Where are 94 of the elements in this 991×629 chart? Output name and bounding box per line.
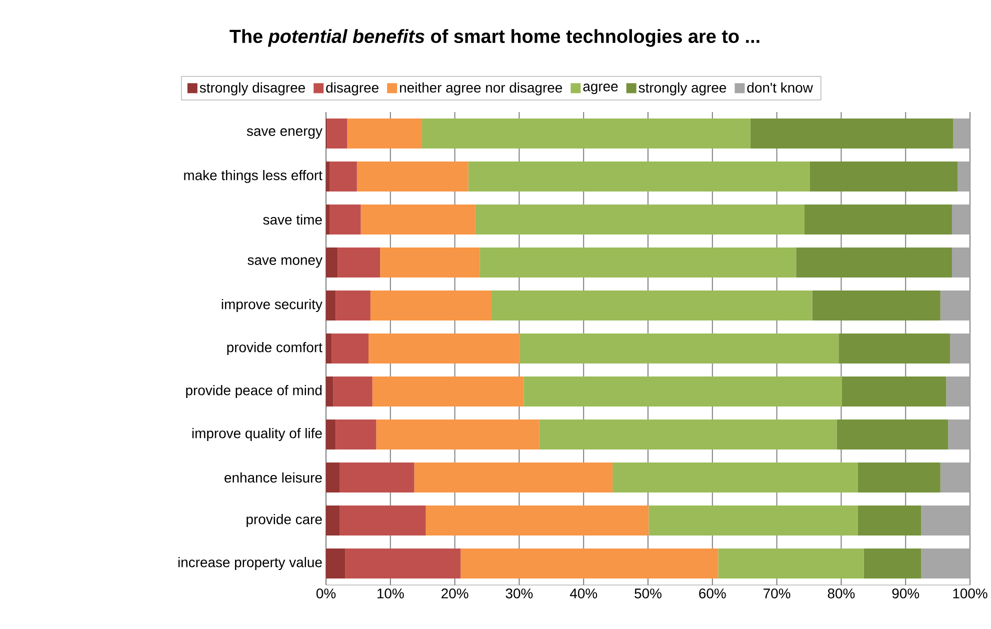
- bar: [380, 248, 480, 278]
- x-tick-label: 0%: [316, 588, 336, 598]
- bar: [426, 506, 649, 536]
- y-tick-label: improve quality of life: [192, 428, 322, 441]
- bar: [921, 548, 970, 579]
- bar: [326, 462, 340, 493]
- bar: [796, 248, 952, 278]
- bar: [952, 248, 970, 278]
- bar: [810, 162, 958, 192]
- y-tick-label: save energy: [246, 128, 322, 139]
- bar: [340, 462, 414, 493]
- bar: [372, 376, 524, 407]
- bar: [953, 118, 970, 148]
- x-tick-label: 80%: [828, 588, 855, 598]
- bar: [326, 162, 330, 192]
- y-tick-label: provide peace of mind: [186, 385, 322, 398]
- legend-label: don't know: [747, 82, 813, 93]
- y-tick-label: provide comfort: [227, 342, 322, 355]
- bar: [812, 290, 940, 321]
- bar: [326, 420, 336, 450]
- bar: [952, 204, 970, 235]
- bar: [330, 162, 357, 192]
- bar: [326, 334, 332, 364]
- bar: [492, 290, 812, 321]
- bar: [648, 506, 858, 536]
- bar: [612, 462, 858, 493]
- y-tick-label: enhance leisure: [224, 472, 322, 483]
- bar: [370, 290, 492, 321]
- x-tick-label: 40%: [570, 588, 598, 598]
- bar: [958, 162, 970, 192]
- bar: [333, 376, 372, 407]
- legend-label: disagree: [326, 82, 378, 96]
- x-tick-label: 100%: [953, 588, 988, 598]
- bar: [948, 420, 970, 450]
- y-tick-label: make things less effort: [184, 170, 322, 183]
- x-tick-label: 10%: [378, 588, 404, 598]
- bar: [338, 248, 380, 278]
- y-tick-label: improve security: [222, 299, 322, 312]
- bar: [340, 506, 426, 536]
- bar: [946, 376, 970, 407]
- bar: [858, 506, 922, 536]
- bar: [326, 204, 330, 235]
- bar: [422, 118, 750, 148]
- bar: [460, 548, 718, 579]
- bar: [539, 420, 837, 450]
- y-tick-label: increase property value: [178, 557, 322, 570]
- legend-label: strongly disagree: [200, 82, 305, 96]
- bar: [475, 204, 804, 235]
- bar: [950, 334, 970, 364]
- bar: [376, 420, 540, 450]
- bar: [520, 334, 839, 364]
- bar: [842, 376, 946, 407]
- x-tick-label: 90%: [892, 588, 920, 598]
- bar: [336, 290, 370, 321]
- bar: [326, 506, 340, 536]
- bar: [750, 118, 954, 148]
- bar: [347, 118, 422, 148]
- bar: [327, 118, 348, 148]
- bar: [330, 204, 361, 235]
- bar: [345, 548, 461, 579]
- bar: [356, 162, 468, 192]
- bar: [326, 548, 346, 579]
- bar: [468, 162, 810, 192]
- chart-title: The potential benefits of smart home technologies are to ...: [230, 29, 760, 47]
- x-tick-label: 60%: [699, 588, 726, 598]
- bar: [718, 548, 864, 579]
- bar: [940, 462, 970, 493]
- bar: [838, 334, 950, 364]
- bar: [326, 376, 334, 407]
- bar: [332, 334, 369, 364]
- bar: [858, 462, 940, 493]
- legend-label: neither agree nor disagree: [400, 82, 562, 96]
- x-tick-label: 70%: [764, 588, 790, 598]
- bar: [836, 420, 948, 450]
- x-tick-label: 20%: [442, 588, 468, 598]
- legend-label: agree: [583, 84, 618, 94]
- y-tick-label: save time: [263, 214, 322, 225]
- bar: [804, 204, 952, 235]
- bar: [336, 420, 376, 450]
- bar: [360, 204, 476, 235]
- bar: [524, 376, 842, 407]
- bar: [368, 334, 520, 364]
- bar: [326, 290, 336, 321]
- bar: [326, 248, 338, 278]
- bar: [940, 290, 970, 321]
- x-tick-label: 50%: [634, 588, 662, 598]
- bar: [864, 548, 922, 579]
- x-tick-label: 30%: [506, 588, 533, 598]
- y-tick-label: provide care: [246, 514, 322, 528]
- bar: [414, 462, 613, 493]
- y-tick-label: save money: [248, 257, 322, 268]
- bar: [921, 506, 970, 536]
- bar: [480, 248, 796, 278]
- legend-label: strongly agree: [638, 82, 726, 96]
